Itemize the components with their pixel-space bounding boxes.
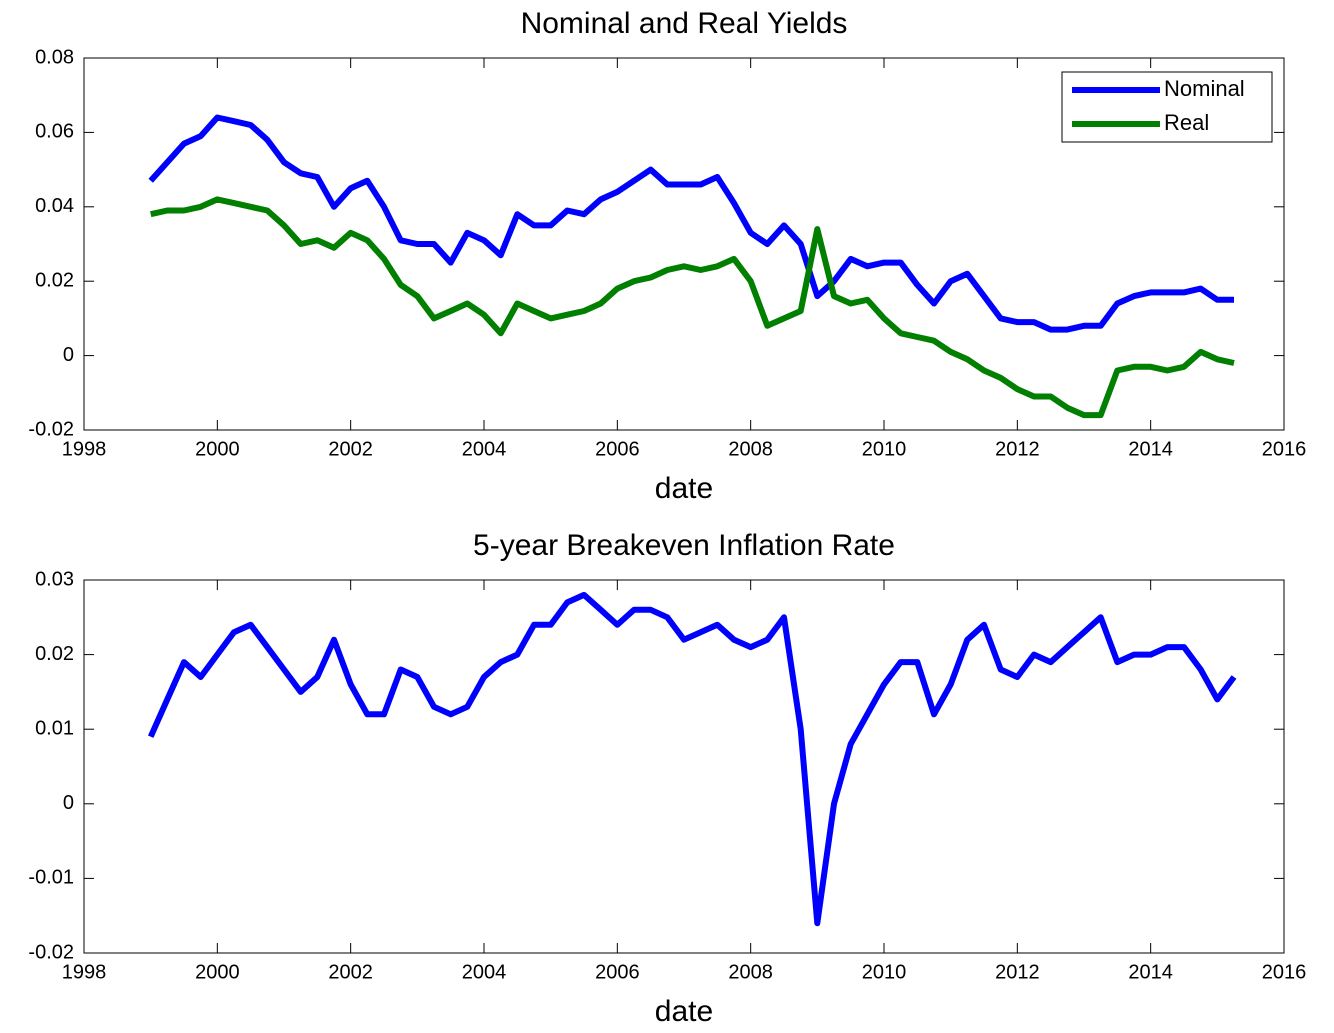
x-tick-label: 2000 xyxy=(195,961,240,983)
x-tick-label: 2006 xyxy=(595,961,640,983)
x-tick-label: 2014 xyxy=(1128,961,1173,983)
x-tick-label: 2010 xyxy=(862,438,907,460)
y-tick-label: 0.02 xyxy=(35,269,74,291)
y-tick-label: -0.02 xyxy=(28,941,74,963)
x-tick-label: 2008 xyxy=(728,961,773,983)
y-tick-label: -0.01 xyxy=(28,867,74,889)
y-tick-label: 0 xyxy=(63,344,74,366)
chart-title: 5-year Breakeven Inflation Rate xyxy=(473,529,895,562)
y-tick-label: 0.02 xyxy=(35,643,74,665)
x-tick-label: 2002 xyxy=(328,961,373,983)
plot-frame xyxy=(83,579,1285,954)
y-tick-label: 0.04 xyxy=(35,195,74,217)
series-line xyxy=(150,196,1235,419)
x-tick-label: 2004 xyxy=(462,438,507,460)
y-tick-label: 0 xyxy=(63,792,74,814)
y-tick-label: -0.02 xyxy=(28,418,74,440)
series-line xyxy=(148,114,1234,333)
y-tick-label: 0.08 xyxy=(35,46,74,68)
x-tick-label: 2006 xyxy=(595,438,640,460)
x-tick-label: 2004 xyxy=(462,961,507,983)
x-tick-label: 2000 xyxy=(195,438,240,460)
legend-label: Real xyxy=(1164,110,1209,135)
y-tick-label: 0.03 xyxy=(35,568,74,590)
legend-label: Nominal xyxy=(1164,76,1245,101)
legend-box xyxy=(1061,71,1273,143)
x-tick-label: 2016 xyxy=(1262,438,1307,460)
x-tick-label: 2010 xyxy=(862,961,907,983)
plot-frame xyxy=(83,57,1285,431)
x-tick-label: 2008 xyxy=(728,438,773,460)
y-tick-label: 0.01 xyxy=(35,717,74,739)
x-tick-label: 2016 xyxy=(1262,961,1307,983)
x-tick-label: 1998 xyxy=(62,961,107,983)
y-tick-label: 0.06 xyxy=(35,121,74,143)
x-tick-label: 2014 xyxy=(1128,438,1173,460)
x-axis-label: date xyxy=(655,472,713,505)
x-tick-label: 2012 xyxy=(995,438,1040,460)
x-tick-label: 1998 xyxy=(62,438,107,460)
x-axis-label: date xyxy=(655,995,713,1028)
x-tick-label: 2012 xyxy=(995,961,1040,983)
series-line xyxy=(147,591,1237,927)
x-tick-label: 2002 xyxy=(328,438,373,460)
chart-title: Nominal and Real Yields xyxy=(521,7,848,40)
